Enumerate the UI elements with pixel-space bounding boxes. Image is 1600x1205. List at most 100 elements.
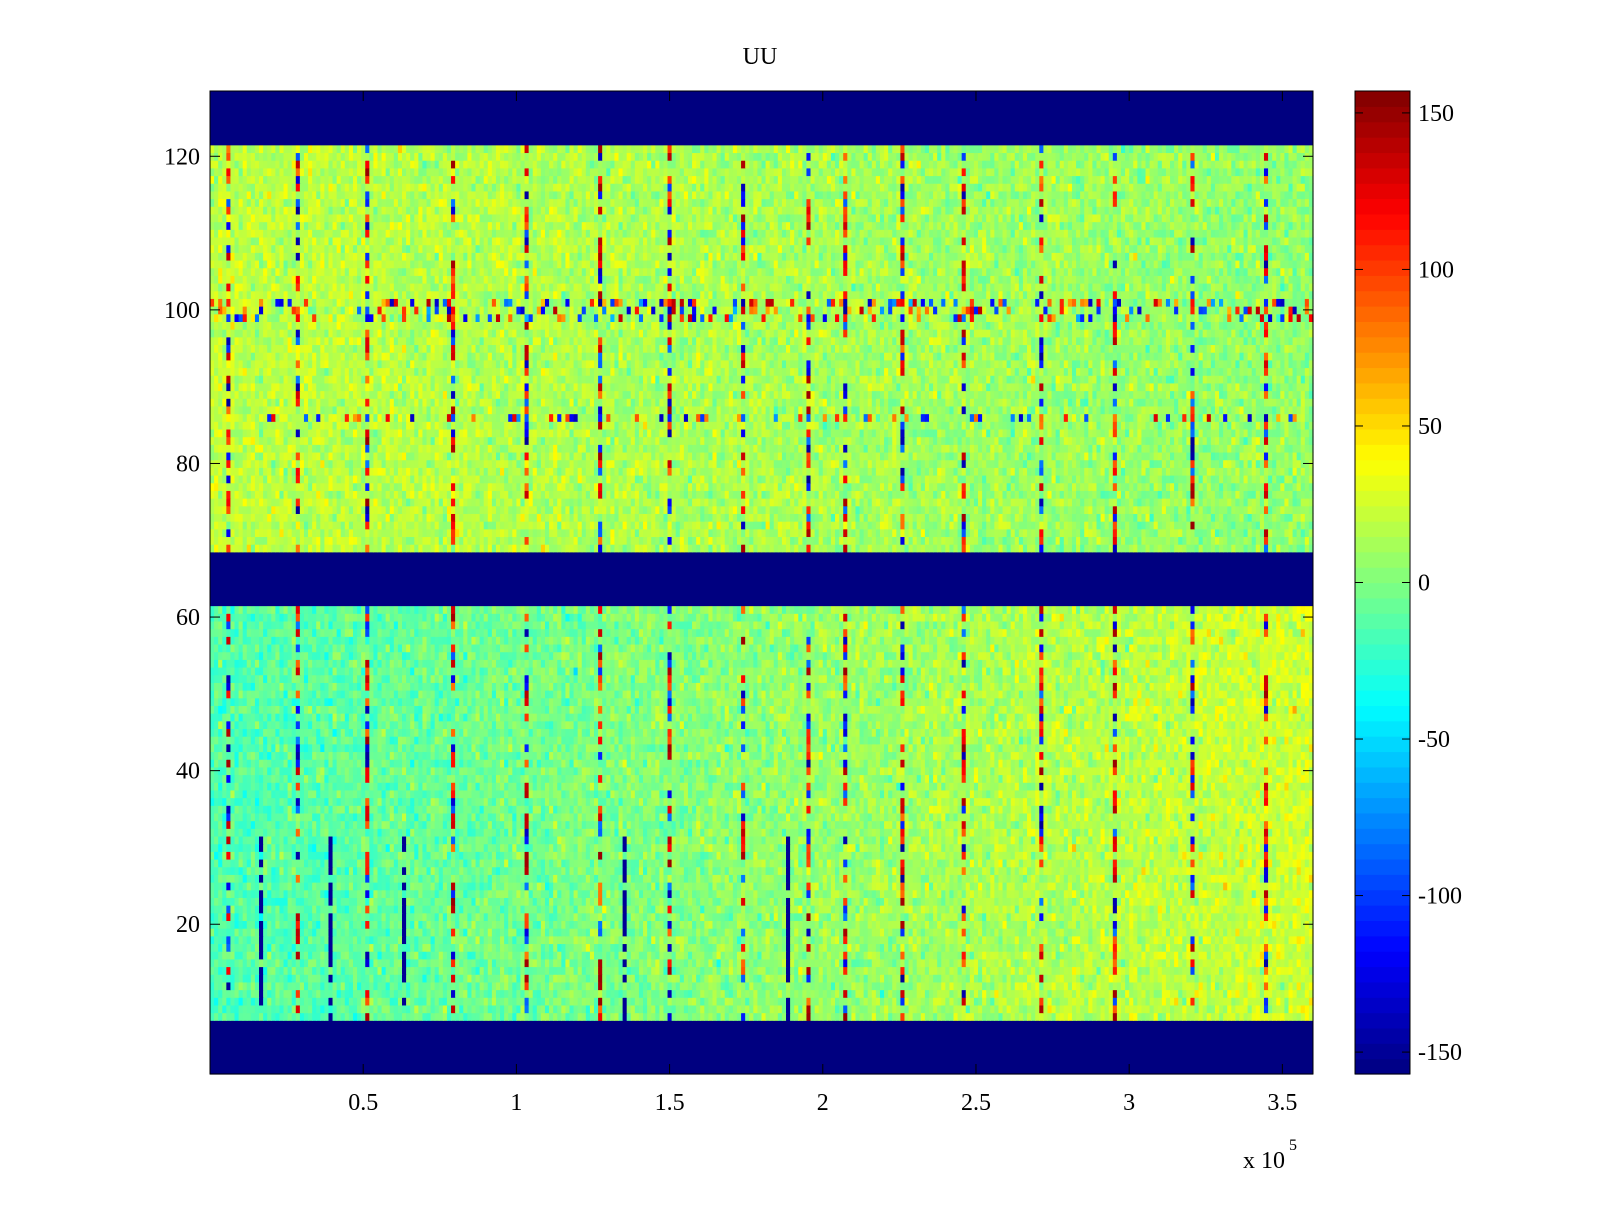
heatmap-cell xyxy=(954,951,959,959)
heatmap-cell xyxy=(1137,905,1142,913)
heatmap-cell xyxy=(619,943,624,951)
heatmap-cell xyxy=(357,920,362,928)
heatmap-cell xyxy=(1235,997,1240,1005)
heatmap-cell xyxy=(929,974,934,982)
heatmap-cell xyxy=(782,920,787,928)
heatmap-cell xyxy=(913,951,918,959)
heatmap-cell xyxy=(978,1005,983,1013)
heatmap-cell xyxy=(1268,920,1273,928)
heatmap-cell xyxy=(431,943,436,951)
heatmap-cell xyxy=(218,982,223,990)
heatmap-cell xyxy=(377,951,382,959)
heatmap-cell xyxy=(884,936,889,944)
heatmap-cell xyxy=(692,928,697,936)
heatmap-cell xyxy=(1244,966,1249,974)
heatmap-cell xyxy=(361,959,366,967)
heatmap-cell xyxy=(214,982,219,990)
heatmap-cell xyxy=(888,982,893,990)
heatmap-cell xyxy=(222,997,227,1005)
heatmap-cell xyxy=(1264,920,1269,928)
heatmap-cell xyxy=(500,905,505,913)
heatmap-cell xyxy=(1113,997,1118,1005)
heatmap-cell xyxy=(639,890,644,898)
heatmap-cell xyxy=(443,890,448,898)
heatmap-cell xyxy=(578,966,583,974)
heatmap-cell xyxy=(913,897,918,905)
heatmap-cell xyxy=(966,951,971,959)
heatmap-cell xyxy=(1182,1005,1187,1013)
heatmap-cell xyxy=(1019,959,1024,967)
heatmap-cell xyxy=(267,974,272,982)
heatmap-cell xyxy=(937,951,942,959)
heatmap-cell xyxy=(386,943,391,951)
heatmap-cell xyxy=(606,982,611,990)
heatmap-cell xyxy=(328,890,333,898)
heatmap-cell xyxy=(1190,959,1195,967)
heatmap-cell xyxy=(688,982,693,990)
heatmap-cell xyxy=(504,928,509,936)
heatmap-cell xyxy=(647,1005,652,1013)
heatmap-cell xyxy=(394,905,399,913)
heatmap-cell xyxy=(1182,990,1187,998)
heatmap-cell xyxy=(986,913,991,921)
heatmap-cell xyxy=(1068,974,1073,982)
heatmap-cell xyxy=(790,897,795,905)
heatmap-cell xyxy=(549,920,554,928)
heatmap-cell xyxy=(1272,959,1277,967)
heatmap-cell xyxy=(847,1005,852,1013)
heatmap-cell xyxy=(1268,974,1273,982)
heatmap-cell xyxy=(958,905,963,913)
heatmap-cell xyxy=(1080,882,1085,890)
heatmap-cell xyxy=(929,990,934,998)
heatmap-cell xyxy=(774,920,779,928)
heatmap-cell xyxy=(770,966,775,974)
heatmap-cell xyxy=(1031,966,1036,974)
heatmap-cell xyxy=(569,874,574,882)
heatmap-cell xyxy=(721,897,726,905)
heatmap-cell xyxy=(635,913,640,921)
heatmap-cell xyxy=(1088,990,1093,998)
heatmap-cell xyxy=(557,1013,562,1021)
heatmap-cell xyxy=(341,928,346,936)
heatmap-cell xyxy=(214,913,219,921)
heatmap-cell xyxy=(324,913,329,921)
heatmap-cell xyxy=(721,1005,726,1013)
heatmap-cell xyxy=(288,882,293,890)
heatmap-cell xyxy=(1301,882,1306,890)
heatmap-cell xyxy=(684,905,689,913)
heatmap-cell xyxy=(663,1013,668,1021)
heatmap-cell xyxy=(373,928,378,936)
heatmap-cell xyxy=(1092,1013,1097,1021)
heatmap-cell xyxy=(1264,943,1269,951)
heatmap-cell xyxy=(966,928,971,936)
heatmap-cell xyxy=(1035,913,1040,921)
heatmap-cell xyxy=(369,974,374,982)
heatmap-cell xyxy=(549,905,554,913)
heatmap-no-data-row xyxy=(210,1036,1313,1044)
heatmap-cell xyxy=(377,905,382,913)
heatmap-cell xyxy=(684,1005,689,1013)
heatmap-no-data-row xyxy=(210,1059,1313,1067)
heatmap-cell xyxy=(1248,959,1253,967)
heatmap-cell xyxy=(304,882,309,890)
heatmap-cell xyxy=(533,990,538,998)
heatmap-cell xyxy=(386,1013,391,1021)
heatmap-cell xyxy=(762,951,767,959)
heatmap-cell xyxy=(582,936,587,944)
heatmap-cell xyxy=(831,1005,836,1013)
heatmap-cell xyxy=(1248,951,1253,959)
heatmap-cell xyxy=(235,913,240,921)
heatmap-cell xyxy=(990,1005,995,1013)
heatmap-cell xyxy=(831,943,836,951)
heatmap-cell xyxy=(986,951,991,959)
heatmap-cell xyxy=(798,905,803,913)
heatmap-cell xyxy=(492,936,497,944)
heatmap-cell xyxy=(1154,997,1159,1005)
heatmap-cell xyxy=(1244,928,1249,936)
heatmap-cell xyxy=(945,997,950,1005)
heatmap-cell xyxy=(508,928,513,936)
heatmap-cell xyxy=(1019,928,1024,936)
heatmap-cell xyxy=(954,959,959,967)
heatmap-cell xyxy=(1101,920,1106,928)
heatmap-cell xyxy=(998,959,1003,967)
